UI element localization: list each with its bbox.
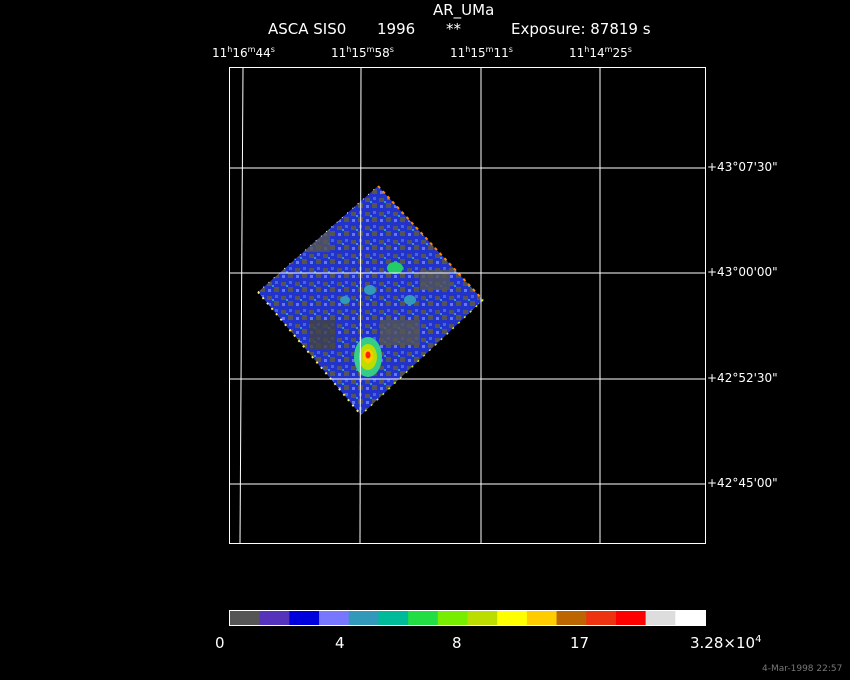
colorbar-label-0: 0 [215,634,225,652]
dec-label-2: +43°00'00" [707,265,778,279]
colorbar-label-17: 17 [570,634,590,652]
ra-label-1: 11h16m44s [212,45,275,60]
colorbar-swatch [319,611,350,625]
instrument-label: ASCA SIS0 [268,20,347,38]
timestamp: 4-Mar-1998 22:57 [762,664,843,674]
plot-frame [229,67,706,544]
detector-field [258,186,483,415]
stars-label: ** [446,20,461,38]
colorbar-label-8: 8 [452,634,462,652]
exposure-label: Exposure: 87819 s [511,20,651,38]
colorbar-swatch [645,611,676,625]
colorbar-swatch [378,611,409,625]
source-peak [365,351,371,359]
object-title: AR_UMa [433,1,495,19]
colorbar-swatch [556,611,587,625]
colorbar-swatch [526,611,558,625]
colorbar-swatch [497,611,528,625]
dec-label-4: +42°45'00" [707,476,778,490]
colorbar-swatch [408,611,439,625]
colorbar [229,610,706,626]
colorbar-swatch [437,611,468,625]
colorbar-swatch [230,611,261,625]
colorbar-swatch [586,611,617,625]
colorbar-label-4: 4 [335,634,345,652]
colorbar-swatch [289,611,320,625]
colorbar-swatch [675,611,706,625]
dec-label-3: +42°52'30" [707,371,778,385]
ra-label-3: 11h15m11s [450,45,513,60]
ra-label-4: 11h14m25s [569,45,632,60]
colorbar-swatch [348,611,379,625]
colorbar-swatch [615,611,647,625]
coordinate-grid [230,67,705,544]
dec-label-1: +43°07'30" [707,160,778,174]
colorbar-swatch [259,611,290,625]
ra-label-2: 11h15m58s [331,45,394,60]
colorbar-label-max: 3.28×104 [690,634,762,652]
colorbar-swatch [467,611,498,625]
year-label: 1996 [377,20,416,38]
colorbar-frame [229,610,706,626]
